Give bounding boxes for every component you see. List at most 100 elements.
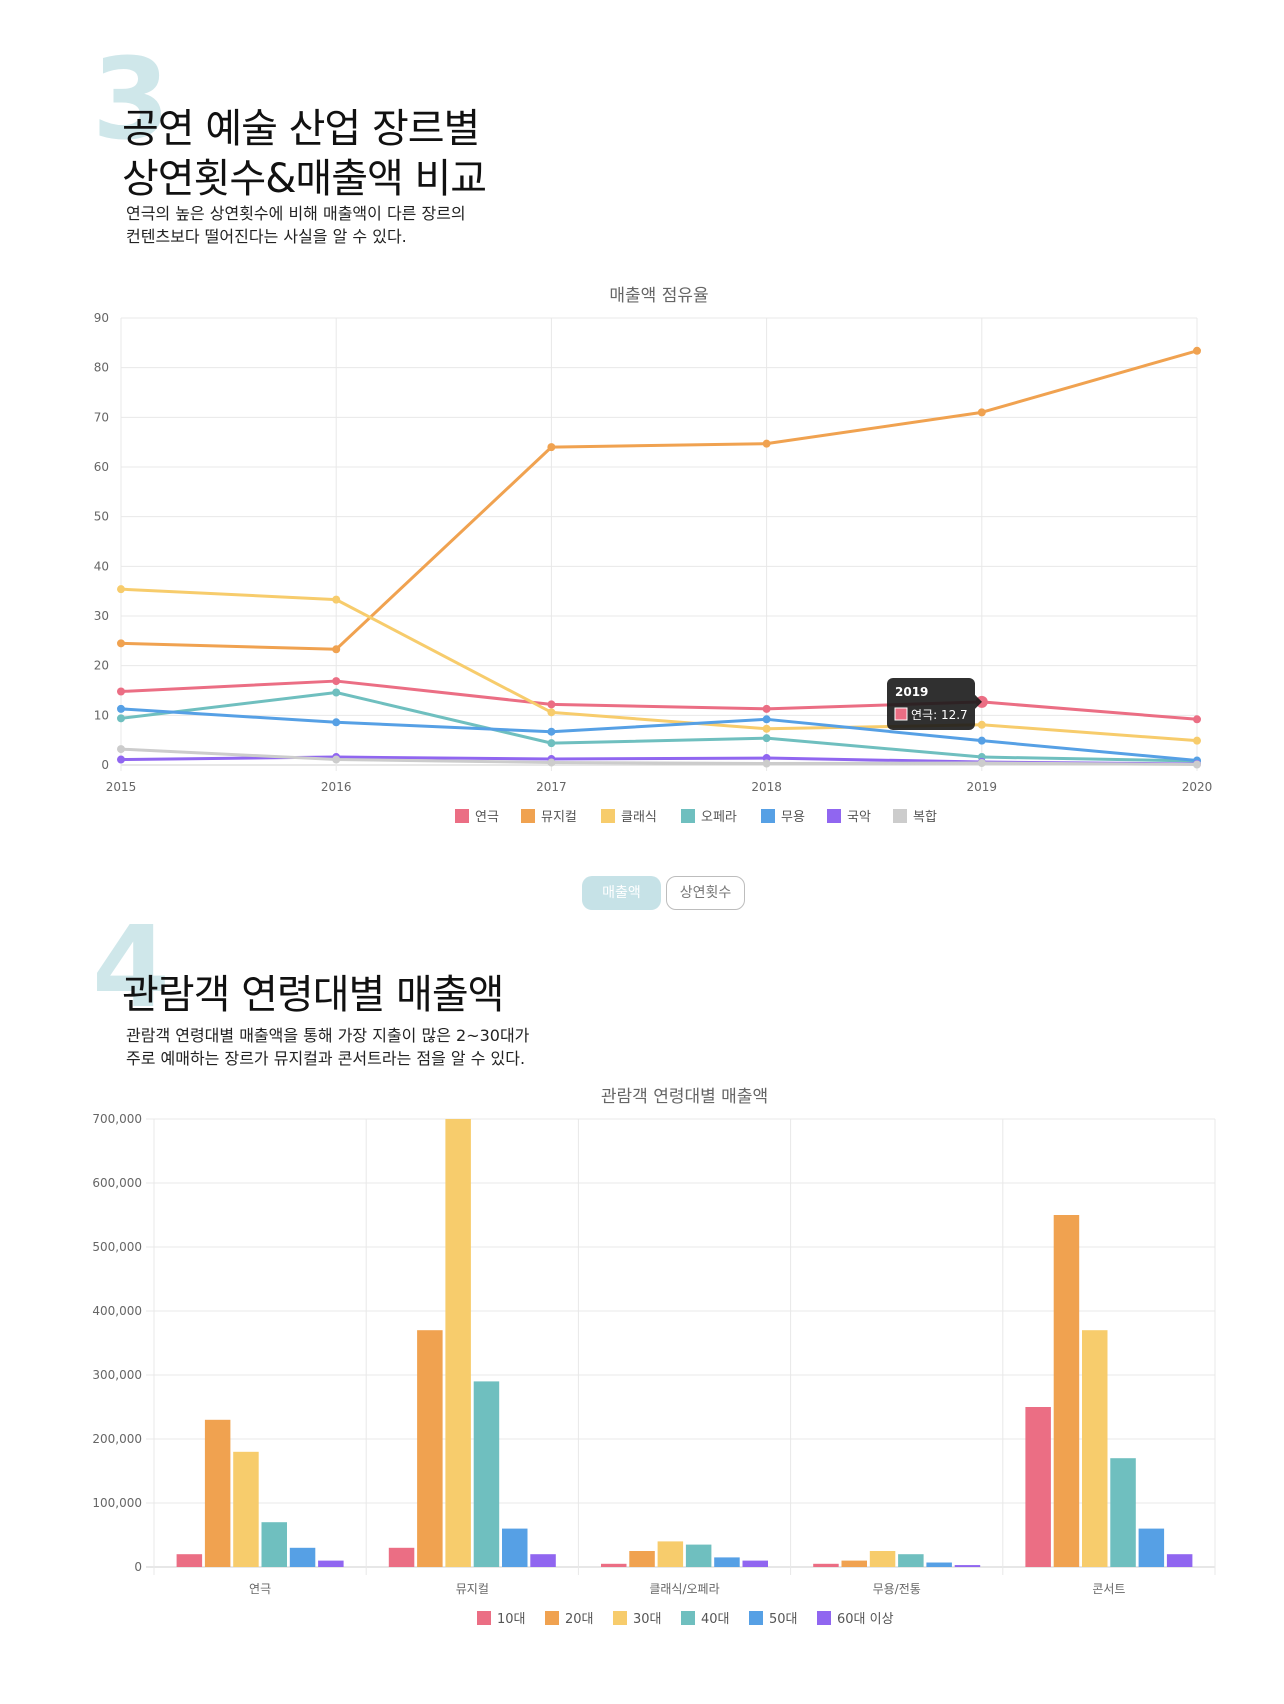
bar <box>1138 1528 1165 1567</box>
legend-item: 오페라 <box>681 809 737 825</box>
legend-item: 연극 <box>455 809 499 825</box>
y-tick-label: 70 <box>94 410 109 424</box>
legend-swatch <box>455 809 469 823</box>
bar <box>954 1565 981 1567</box>
bar <box>1053 1215 1080 1567</box>
bar <box>204 1419 231 1567</box>
data-point <box>547 727 556 736</box>
chart-title: 매출액 점유율 <box>609 286 708 306</box>
data-point <box>1193 760 1201 769</box>
data-point <box>762 734 771 743</box>
tooltip-caret <box>975 694 982 709</box>
y-tick-label: 10 <box>94 708 109 722</box>
x-tick-label: 2015 <box>106 780 137 794</box>
y-tick-label: 400,000 <box>92 1304 142 1318</box>
chart-title: 관람객 연령대별 매출액 <box>601 1087 768 1107</box>
bar <box>530 1554 556 1567</box>
legend-item: 20대 <box>545 1611 594 1627</box>
y-tick-label: 700,000 <box>92 1112 142 1126</box>
legend-swatch <box>817 1611 831 1625</box>
data-point <box>762 759 771 768</box>
legend-label: 50대 <box>769 1612 798 1627</box>
bar <box>473 1381 500 1567</box>
y-tick-label: 300,000 <box>92 1368 142 1382</box>
data-point <box>762 704 771 713</box>
section-description: 관람객 연령대별 매출액을 통해 가장 지출이 많은 2~30대가 주로 예매하… <box>126 1026 530 1068</box>
legend-item: 30대 <box>613 1611 662 1627</box>
y-tick-label: 50 <box>94 510 109 524</box>
tooltip-box <box>887 678 975 730</box>
performances-toggle-button[interactable]: 상연횟수 <box>666 876 745 910</box>
legend-label: 60대 이상 <box>837 1612 894 1627</box>
legend-label: 뮤지컬 <box>541 810 577 825</box>
data-point <box>1193 715 1201 724</box>
data-point <box>117 585 125 594</box>
legend-swatch <box>477 1611 491 1625</box>
legend-label: 10대 <box>497 1612 526 1627</box>
data-point <box>762 715 771 724</box>
legend-swatch <box>761 809 775 823</box>
legend-item: 40대 <box>681 1611 730 1627</box>
bar <box>388 1547 415 1567</box>
bar <box>176 1554 203 1567</box>
y-tick-label: 20 <box>94 659 109 673</box>
data-point <box>117 687 125 696</box>
data-point <box>977 720 986 729</box>
x-tick-label: 무용/전통 <box>873 1582 921 1596</box>
y-tick-label: 100,000 <box>92 1496 142 1510</box>
bar <box>841 1560 867 1567</box>
data-point <box>547 443 556 452</box>
series-line <box>120 690 1198 763</box>
y-tick-label: 80 <box>94 361 109 375</box>
legend-item: 국악 <box>827 809 871 825</box>
section-number: 3 <box>92 35 170 165</box>
x-tick-label: 연극 <box>249 1582 271 1596</box>
legend-item: 10대 <box>477 1611 526 1627</box>
bar <box>318 1560 344 1567</box>
bar <box>685 1544 712 1567</box>
y-tick-label: 500,000 <box>92 1240 142 1254</box>
data-point <box>547 700 556 709</box>
bar <box>926 1562 952 1567</box>
bar <box>869 1551 896 1567</box>
data-point <box>1193 346 1201 355</box>
data-point <box>977 408 986 417</box>
section-title: 관람객 연령대별 매출액 <box>122 972 504 1018</box>
legend-item: 60대 이상 <box>817 1611 894 1627</box>
data-point <box>332 595 341 604</box>
bar <box>1025 1407 1051 1567</box>
legend-swatch <box>893 809 907 823</box>
legend-swatch <box>749 1611 763 1625</box>
y-tick-label: 0 <box>101 758 109 772</box>
legend-label: 연극 <box>475 810 499 825</box>
bar <box>898 1554 924 1567</box>
x-tick-label: 2017 <box>536 780 567 794</box>
series-line <box>120 747 1198 767</box>
x-tick-label: 콘서트 <box>1092 1582 1125 1596</box>
bar <box>417 1330 443 1567</box>
series-line <box>120 679 1198 721</box>
legend-swatch <box>681 809 695 823</box>
data-point <box>1193 736 1201 745</box>
y-tick-label: 200,000 <box>92 1432 142 1446</box>
bar <box>629 1551 655 1567</box>
x-tick-label: 2018 <box>751 780 782 794</box>
x-tick-label: 2016 <box>321 780 352 794</box>
legend-swatch <box>613 1611 627 1625</box>
bar <box>261 1522 287 1567</box>
data-point <box>977 759 986 768</box>
data-point <box>117 755 125 764</box>
section-number: 4 <box>92 903 170 1033</box>
series-line <box>120 587 1198 743</box>
legend-item: 뮤지컬 <box>521 809 577 825</box>
sales-toggle-button[interactable]: 매출액 <box>582 876 661 910</box>
bar <box>813 1563 839 1567</box>
bar <box>1110 1458 1136 1567</box>
legend-label: 클래식 <box>621 810 657 825</box>
tooltip-swatch <box>894 707 908 721</box>
bar <box>657 1541 684 1567</box>
series-line <box>120 349 1198 651</box>
legend-label: 40대 <box>701 1612 730 1627</box>
data-point <box>332 718 341 727</box>
bar <box>289 1547 316 1567</box>
